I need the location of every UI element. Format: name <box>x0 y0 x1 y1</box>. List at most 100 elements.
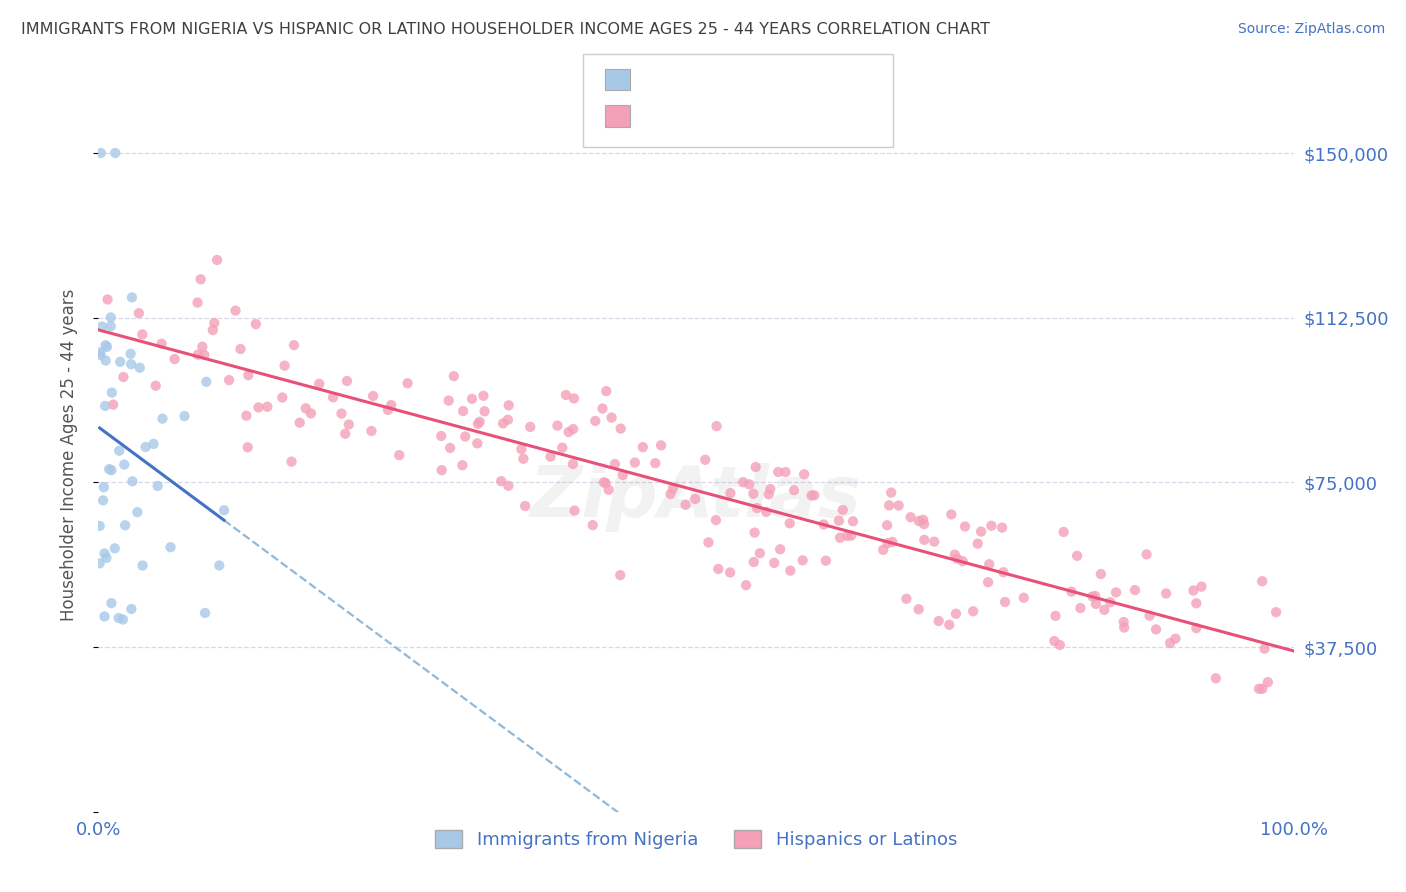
Point <box>945 607 967 621</box>
Point <box>644 456 666 470</box>
Point <box>908 514 931 528</box>
Point <box>335 426 357 441</box>
Point <box>112 370 135 384</box>
Point <box>451 404 474 418</box>
Point <box>271 391 294 405</box>
Point <box>498 479 520 493</box>
Point <box>93 609 115 624</box>
Point <box>595 384 617 398</box>
Point <box>110 355 132 369</box>
Point <box>1159 636 1181 650</box>
Point <box>962 604 984 618</box>
Point <box>1105 585 1128 599</box>
Point <box>89 345 111 359</box>
Point <box>1205 671 1227 685</box>
Point <box>1257 675 1279 690</box>
Point <box>468 415 491 429</box>
Point <box>94 338 117 352</box>
Point <box>1154 586 1177 600</box>
Point <box>593 475 616 490</box>
Point <box>758 487 780 501</box>
Point <box>675 498 697 512</box>
Point <box>1144 623 1167 637</box>
Point <box>120 602 142 616</box>
Point <box>256 400 278 414</box>
Point <box>763 556 786 570</box>
Point <box>145 378 167 392</box>
Point <box>557 425 579 439</box>
Point <box>187 348 209 362</box>
Point <box>953 519 976 533</box>
Point <box>360 424 382 438</box>
Point <box>336 374 359 388</box>
Point <box>1123 583 1146 598</box>
Point <box>946 551 969 566</box>
Point <box>128 360 150 375</box>
Point <box>1081 590 1104 604</box>
Point <box>793 467 815 482</box>
Point <box>1049 638 1071 652</box>
Point <box>792 553 814 567</box>
Point <box>492 417 515 431</box>
Point <box>322 390 344 404</box>
Point <box>519 420 541 434</box>
Point <box>697 535 720 549</box>
Point <box>454 429 477 443</box>
Point <box>152 411 174 425</box>
Point <box>430 429 453 443</box>
Point <box>631 440 654 454</box>
Point <box>337 417 360 432</box>
Point <box>1012 591 1035 605</box>
Point <box>465 436 488 450</box>
Point <box>735 578 758 592</box>
Point <box>839 528 862 542</box>
Point <box>598 483 620 497</box>
Point <box>96 550 118 565</box>
Point <box>1185 621 1208 635</box>
Point <box>922 534 945 549</box>
Point <box>900 510 922 524</box>
Point <box>238 368 260 383</box>
Point <box>624 456 647 470</box>
Text: ZipAtlas: ZipAtlas <box>530 463 862 533</box>
Point <box>280 455 302 469</box>
Point <box>496 413 519 427</box>
Point <box>247 401 270 415</box>
Point <box>1069 601 1091 615</box>
Point <box>609 422 631 436</box>
Point <box>229 342 252 356</box>
Point <box>195 375 218 389</box>
Point <box>191 340 214 354</box>
Point <box>439 441 461 455</box>
Point <box>991 520 1014 534</box>
Point <box>896 591 918 606</box>
Point <box>91 319 114 334</box>
Point <box>742 487 765 501</box>
Point <box>755 505 778 519</box>
Point <box>759 482 782 496</box>
Point <box>205 252 228 267</box>
Point <box>513 499 536 513</box>
Point <box>388 448 411 462</box>
Point <box>112 458 135 472</box>
Point <box>595 476 617 491</box>
Point <box>121 290 143 304</box>
Point <box>980 518 1002 533</box>
Point <box>555 388 578 402</box>
Point <box>912 516 935 531</box>
Point <box>163 352 186 367</box>
Point <box>814 554 837 568</box>
Point <box>970 524 993 539</box>
Point <box>104 146 127 161</box>
Point <box>1114 621 1136 635</box>
Point <box>783 483 806 498</box>
Point <box>1164 632 1187 646</box>
Point <box>1191 580 1213 594</box>
Point <box>876 518 898 533</box>
Point <box>994 595 1017 609</box>
Point <box>941 508 963 522</box>
Point <box>107 611 129 625</box>
Point <box>1085 597 1108 611</box>
Point <box>562 422 585 436</box>
Text: Source: ZipAtlas.com: Source: ZipAtlas.com <box>1237 22 1385 37</box>
